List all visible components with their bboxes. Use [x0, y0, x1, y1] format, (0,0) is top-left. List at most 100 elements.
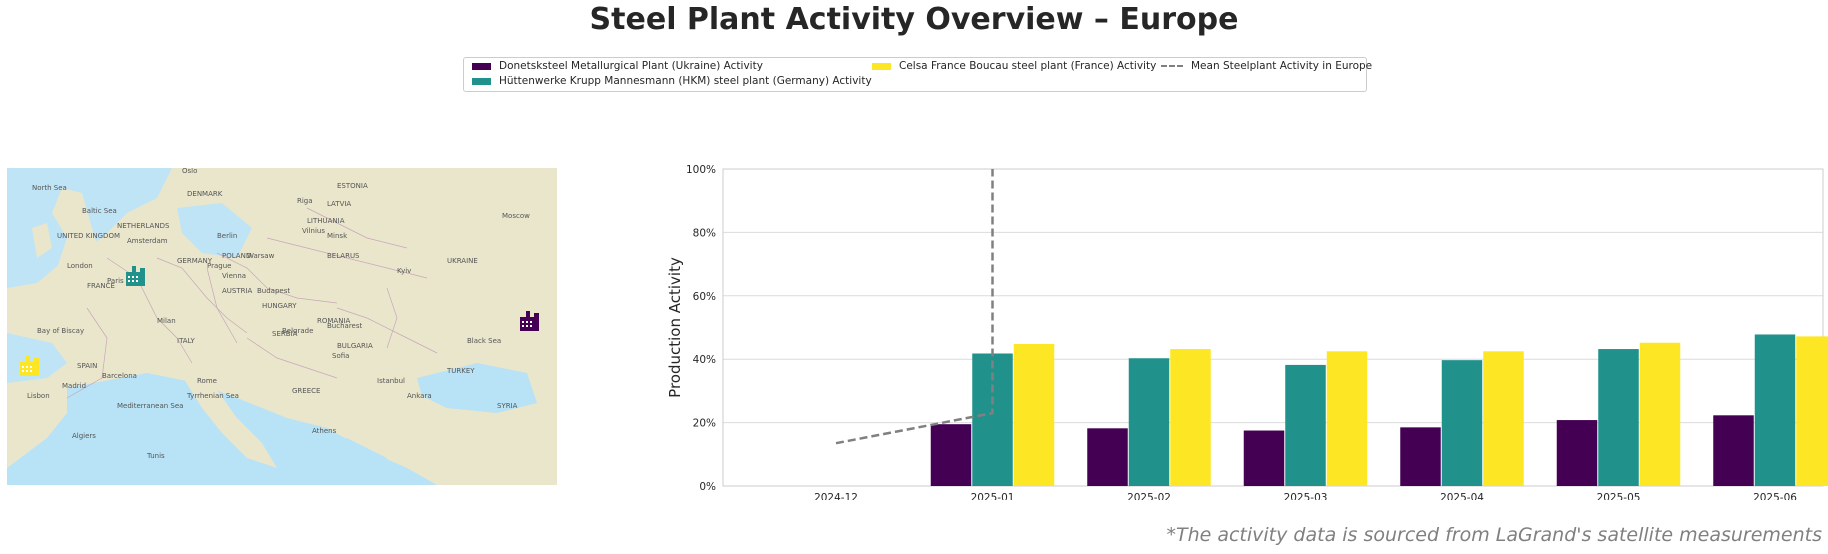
map-label: Prague — [207, 262, 231, 270]
map-label: Oslo — [182, 168, 197, 175]
footnote: *The activity data is sourced from LaGra… — [1166, 524, 1822, 546]
bar — [1400, 427, 1441, 486]
legend: Donetsksteel Metallurgical Plant (Ukrain… — [463, 57, 1372, 92]
legend-label-hkm: Hüttenwerke Krupp Mannesmann (HKM) steel… — [499, 75, 872, 87]
map-label: Bay of Biscay — [37, 327, 84, 335]
y-axis-label: Production Activity — [666, 257, 684, 398]
map-label: Riga — [297, 197, 313, 205]
europe-map: North Sea Baltic Sea DENMARK UNITED KINGDOM… — [7, 168, 557, 485]
legend-label-mean: Mean Steelplant Activity in Europe — [1191, 60, 1373, 72]
map-label: Amsterdam — [127, 237, 168, 245]
map-label: Tunis — [146, 452, 165, 460]
map-label: ESTONIA — [337, 182, 368, 190]
bar — [1128, 358, 1170, 486]
bar-chart-svg: 0% 20% 40% 60% 80% 100% Production Activity 202… — [666, 164, 1828, 504]
map-label: SPAIN — [77, 362, 97, 370]
map-label: Black Sea — [467, 337, 501, 345]
bar — [1598, 349, 1639, 486]
legend-swatch-donetsk — [472, 62, 491, 70]
map-label: HUNGARY — [262, 302, 297, 310]
bar — [930, 424, 972, 486]
map-label: Moscow — [502, 212, 530, 220]
bar — [1713, 415, 1754, 486]
y-tick-label: 0% — [699, 481, 716, 493]
factory-icon-hkm — [126, 266, 145, 286]
bar-chart: 0% 20% 40% 60% 80% 100% Production Activity 202… — [660, 160, 1828, 504]
bar — [1285, 364, 1326, 486]
legend-item-donetsk: Donetsksteel Metallurgical Plant (Ukrain… — [472, 60, 763, 72]
bar — [1170, 349, 1211, 486]
x-tick-label: 2025-06 — [1753, 492, 1797, 500]
map-label: SERBIA — [272, 330, 298, 338]
legend-swatch-celsa — [872, 62, 891, 70]
map-label: Bucharest — [327, 322, 362, 330]
legend-item-hkm: Hüttenwerke Krupp Mannesmann (HKM) steel… — [472, 75, 872, 87]
map-label: BULGARIA — [337, 342, 373, 350]
map-label: TURKEY — [446, 367, 475, 375]
x-tick-label: 2025-04 — [1440, 492, 1484, 500]
x-tick-label: 2024-12 — [814, 492, 858, 500]
map-label: Paris — [107, 277, 124, 285]
legend-label-donetsk: Donetsksteel Metallurgical Plant (Ukrain… — [499, 60, 763, 72]
map-label: FRANCE — [87, 282, 115, 290]
bar — [1243, 430, 1285, 486]
map-label: Barcelona — [102, 372, 137, 380]
map-label: BELARUS — [327, 252, 360, 260]
bar — [1483, 351, 1524, 486]
y-tick-label: 100% — [686, 164, 716, 176]
x-tick-label: 2025-01 — [971, 492, 1015, 500]
map-label: UNITED KINGDOM — [57, 232, 120, 240]
map-label: POLAND — [222, 252, 251, 260]
map-label: Ankara — [407, 392, 432, 400]
map-label: North Sea — [32, 184, 67, 192]
y-tick-label: 80% — [693, 227, 716, 239]
legend-item-mean: Mean Steelplant Activity in Europe — [1161, 60, 1372, 72]
map-label: ITALY — [177, 337, 196, 345]
x-tick-label: 2025-02 — [1127, 492, 1171, 500]
factory-icon-celsa — [20, 356, 39, 376]
map-label: Belgrade — [282, 327, 313, 335]
map-label: Algiers — [72, 432, 96, 440]
map-label: AUSTRIA — [222, 287, 253, 295]
map-label: Madrid — [62, 382, 86, 390]
map-label: Vienna — [222, 272, 246, 280]
map-label: GREECE — [292, 387, 320, 395]
y-tick-label: 60% — [693, 291, 716, 303]
legend-dash-mean — [1161, 65, 1183, 67]
map-label: Vilnius — [302, 227, 325, 235]
map-label: Warsaw — [247, 252, 275, 260]
europe-map-svg: North Sea Baltic Sea DENMARK UNITED KINGDOM… — [7, 168, 557, 485]
bar — [1639, 342, 1681, 486]
bar — [1556, 420, 1598, 486]
map-label: Baltic Sea — [82, 207, 117, 215]
map-label: Mediterranean Sea — [117, 402, 183, 410]
legend-swatch-hkm — [472, 77, 491, 85]
map-label: Istanbul — [377, 377, 405, 385]
mean-activity-line — [835, 169, 994, 445]
map-label: Athens — [312, 427, 337, 435]
map-label: NETHERLANDS — [117, 222, 170, 230]
bar — [1013, 343, 1055, 486]
map-label: DENMARK — [187, 190, 223, 198]
bar — [1796, 336, 1828, 486]
map-label: Lisbon — [27, 392, 50, 400]
bar — [1441, 360, 1483, 486]
x-tick-label: 2025-05 — [1597, 492, 1641, 500]
map-label: Sofia — [332, 352, 349, 360]
map-label: LATVIA — [327, 200, 351, 208]
y-tick-label: 40% — [693, 354, 716, 366]
factory-icon-donetsk — [520, 311, 539, 331]
map-label: Minsk — [327, 232, 348, 240]
map-label: LITHUANIA — [307, 217, 345, 225]
legend-item-celsa: Celsa France Boucau steel plant (France)… — [872, 60, 1156, 72]
map-label: London — [67, 262, 93, 270]
chart-title: Steel Plant Activity Overview – Europe — [589, 2, 1239, 37]
map-label: Budapest — [257, 287, 290, 295]
legend-label-celsa: Celsa France Boucau steel plant (France)… — [899, 60, 1157, 72]
y-tick-label: 20% — [693, 418, 716, 430]
map-label: GERMANY — [177, 257, 213, 265]
bar — [1087, 428, 1128, 486]
map-label: Kyiv — [397, 267, 411, 275]
map-label: UKRAINE — [447, 257, 478, 265]
map-label: ROMANIA — [317, 317, 351, 325]
